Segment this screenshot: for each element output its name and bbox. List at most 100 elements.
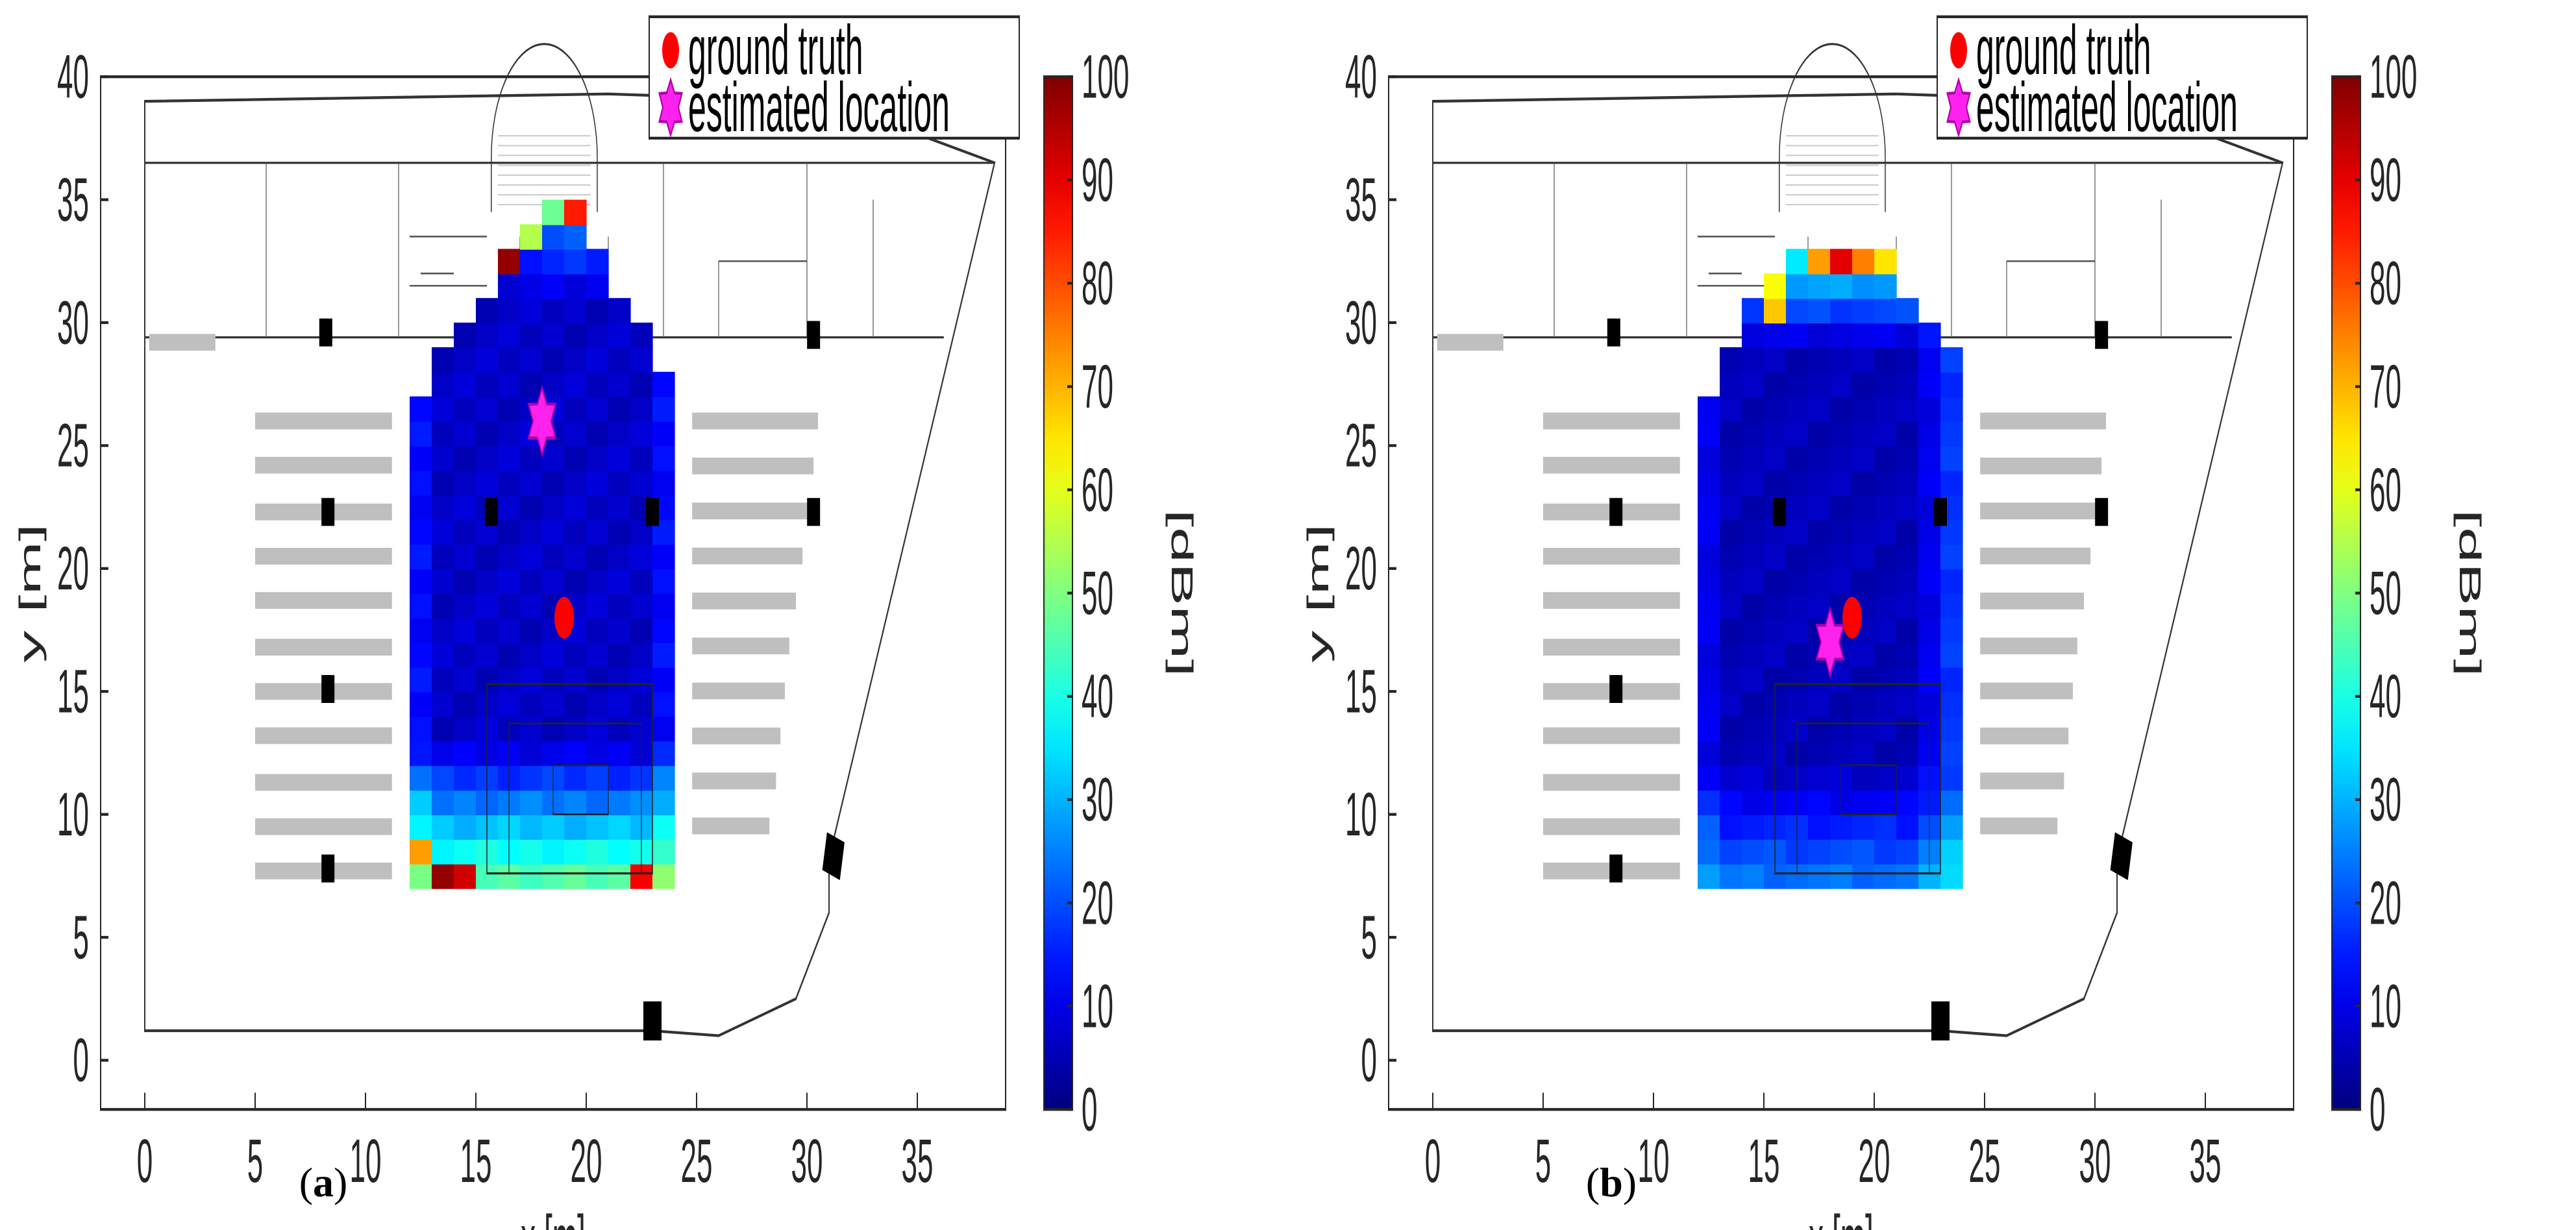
heatmap-cell — [564, 568, 587, 595]
heatmap-cell — [432, 863, 454, 889]
heatmap-cell — [564, 445, 587, 471]
heatmap-cell — [1874, 445, 1897, 471]
panel-caption: (b) — [1586, 1159, 1637, 1205]
heatmap-cell — [1720, 593, 1742, 619]
heatmap-cell — [432, 839, 454, 865]
heatmap-cell — [520, 716, 543, 742]
heatmap-cell — [1940, 642, 1963, 668]
heatmap-cell — [498, 371, 521, 397]
desk-bar — [1543, 456, 1680, 474]
heatmap-cell — [1852, 273, 1875, 299]
heatmap-cell — [1852, 543, 1875, 570]
heatmap-cell — [1940, 593, 1963, 619]
heatmap-cell — [586, 421, 609, 447]
heatmap-cell — [520, 741, 543, 767]
inner-room — [552, 764, 609, 815]
access-point — [1607, 318, 1620, 347]
heatmap-cell — [476, 396, 499, 422]
heatmap-cell — [1808, 421, 1831, 447]
heatmap-cell — [1940, 470, 1963, 496]
heatmap-cell — [1874, 789, 1897, 815]
heatmap-cell — [1874, 642, 1897, 668]
heatmap-cell — [1742, 347, 1765, 373]
heatmap-cell — [498, 519, 521, 545]
colorbar-tick-label: 30 — [2370, 765, 2401, 833]
heatmap-cell — [586, 371, 609, 397]
heatmap-cell — [608, 323, 631, 349]
heatmap-cell — [542, 863, 565, 889]
legend-box — [1937, 15, 2308, 140]
x-tick-label: 25 — [681, 1126, 713, 1195]
heatmap-cell — [454, 642, 477, 668]
heatmap-cell — [454, 765, 477, 791]
heatmap-cell — [432, 691, 454, 717]
heatmap-cell — [564, 347, 587, 373]
heatmap-cell — [1874, 273, 1897, 299]
heatmap-cell — [542, 814, 565, 840]
heatmap-cell — [1764, 642, 1787, 668]
panel-a: 0 5 10 15 20 25 30 35 0 5 10 15 20 25 30 35 40 x [m] y [m]… — [14, 10, 1198, 1230]
heatmap-cell — [1720, 667, 1742, 693]
heatmap-cell — [1698, 863, 1720, 889]
colorbar-tick-label: 90 — [2370, 145, 2401, 214]
inner-room — [1840, 764, 1897, 815]
colorbar-tick-label: 80 — [2370, 249, 2401, 317]
desk-bar — [1980, 547, 2091, 565]
heatmap-cell — [1852, 839, 1875, 865]
access-point — [321, 498, 335, 526]
heatmap-cell — [1720, 741, 1742, 767]
heatmap-cell — [1830, 839, 1853, 865]
heatmap-cell — [1830, 298, 1853, 324]
desk-bar — [692, 637, 789, 655]
heatmap-cell — [1918, 667, 1941, 693]
heatmap-cell — [1786, 396, 1809, 422]
heatmap-cell — [1874, 667, 1897, 693]
heatmap-cell — [454, 593, 477, 619]
y-tick-label: 10 — [57, 780, 89, 848]
desk-bar — [1980, 727, 2069, 744]
heatmap-cell — [652, 765, 675, 791]
heatmap-cell — [1896, 470, 1919, 496]
heatmap-cell — [476, 347, 499, 373]
heatmap-cell — [1742, 495, 1765, 521]
heatmap-cell — [454, 396, 477, 422]
heatmap-cell — [542, 642, 565, 668]
heatmap-cell — [476, 568, 499, 595]
heatmap-cell — [1874, 741, 1897, 767]
heatmap-cell — [542, 543, 565, 570]
heatmap-cell — [1874, 323, 1897, 349]
heatmap-cell — [1940, 347, 1963, 373]
heatmap-cell — [630, 593, 653, 619]
heatmap-cell — [586, 839, 609, 865]
heatmap-cell — [564, 519, 587, 545]
heatmap-cell — [630, 568, 653, 595]
heatmap-cell — [520, 789, 543, 815]
heatmap-cell — [1830, 273, 1853, 299]
heatmap-cell — [1764, 593, 1787, 619]
access-point — [484, 498, 498, 526]
legend-estimated-label: estimated location — [1976, 68, 2238, 147]
heatmap-cell — [586, 495, 609, 521]
colorbar-tick-label: 70 — [2370, 352, 2401, 421]
heatmap-cell — [454, 445, 477, 471]
heatmap-cell — [410, 396, 432, 422]
heatmap-cell — [1852, 298, 1875, 324]
heatmap-cell — [1918, 617, 1941, 643]
heatmap-cell — [1896, 765, 1919, 791]
desk-bar — [1543, 548, 1680, 565]
x-tick-label: 5 — [1535, 1126, 1551, 1195]
heatmap-cell — [1786, 470, 1809, 496]
desk-bar — [255, 548, 392, 565]
heatmap-cell — [652, 543, 675, 570]
heatmap-cell — [608, 741, 631, 767]
heatmap-cell — [498, 470, 521, 496]
heatmap-cell — [630, 667, 653, 693]
heatmap-cell — [1852, 667, 1875, 693]
heatmap-cell — [1786, 617, 1809, 643]
heatmap-cell — [1786, 593, 1809, 619]
heatmap-cell — [1852, 347, 1875, 373]
heatmap-cell — [1698, 814, 1720, 840]
heatmap-cell — [542, 249, 565, 275]
heatmap-cell — [630, 543, 653, 570]
heatmap-cell — [564, 716, 587, 742]
